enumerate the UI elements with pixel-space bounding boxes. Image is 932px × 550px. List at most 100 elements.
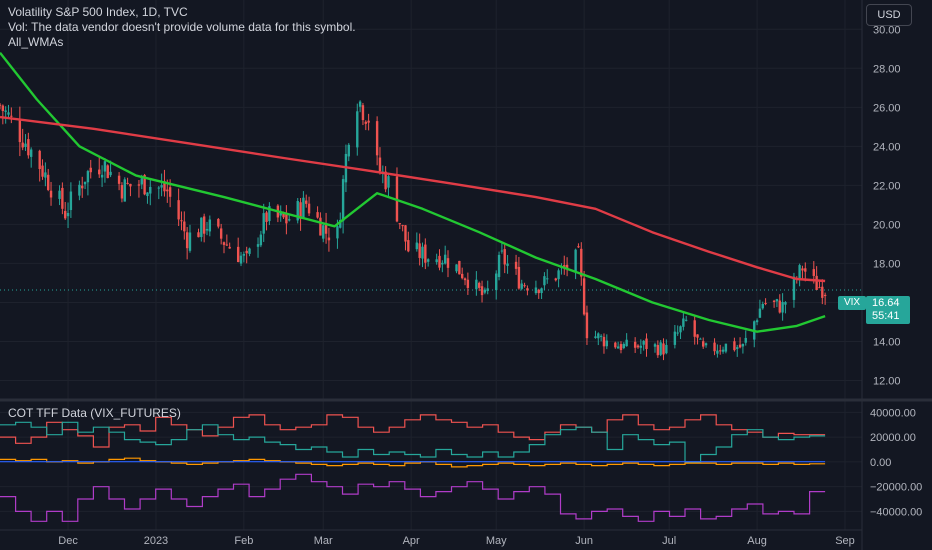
candle-body: [81, 185, 84, 189]
candle-body: [696, 334, 699, 338]
chart-title[interactable]: Volatility S&P 500 Index, 1D, TVC: [8, 5, 188, 19]
candle-body: [781, 301, 784, 313]
candle-body: [58, 190, 61, 199]
candle-body: [755, 320, 759, 323]
time-tick-label: Aug: [747, 535, 767, 547]
candle-body: [421, 246, 424, 259]
candle-body: [219, 228, 223, 239]
candle-body: [288, 219, 291, 221]
candle-body: [744, 337, 747, 343]
candle-body: [143, 175, 146, 195]
candle-body: [387, 176, 390, 188]
price-tick-label: 20.00: [873, 219, 901, 231]
candle-body: [546, 278, 549, 280]
candle-body: [599, 335, 603, 337]
candle-body: [812, 269, 815, 276]
candle-body: [242, 253, 246, 256]
candle-body: [679, 326, 682, 333]
candle-body: [557, 270, 560, 280]
candle-body: [265, 212, 268, 222]
lower-panel-title[interactable]: COT TFF Data (VIX_FUTURES): [8, 406, 181, 420]
candle-body: [166, 189, 169, 192]
candle-body: [339, 220, 342, 228]
candle-body: [520, 283, 523, 289]
candle-body: [495, 273, 498, 291]
candle-body: [614, 342, 617, 348]
candle-body: [526, 288, 529, 291]
candle-body: [738, 344, 742, 348]
cot-tick-label: −20000.00: [870, 482, 922, 494]
candle-body: [378, 157, 382, 172]
candle-body: [41, 165, 44, 177]
candle-body: [367, 120, 370, 123]
candle-body: [157, 187, 160, 189]
candle-body: [704, 343, 708, 346]
candle-body: [719, 350, 722, 352]
candle-body: [44, 172, 47, 178]
candle-body: [625, 339, 628, 347]
candle-body: [163, 181, 166, 192]
candle-body: [693, 320, 696, 337]
grid-lines: [0, 0, 862, 530]
candle-body: [83, 181, 87, 185]
candle-body: [565, 264, 569, 269]
candle-body: [443, 254, 447, 264]
candle-body: [426, 259, 430, 262]
candle-body: [18, 120, 22, 143]
candle-body: [724, 343, 728, 352]
candle-body: [262, 213, 265, 234]
indicator-label[interactable]: All_WMAs: [8, 35, 64, 49]
candle-body: [441, 262, 444, 265]
candle-body: [336, 226, 339, 239]
candle-body: [100, 174, 104, 178]
candlestick-series: [0, 100, 827, 361]
candle-body: [168, 187, 172, 197]
candle-body: [197, 232, 200, 238]
currency-button[interactable]: USD: [866, 4, 912, 26]
time-tick-label: May: [486, 535, 507, 547]
candle-body: [146, 192, 149, 197]
candle-body: [282, 212, 285, 218]
candle-body: [302, 197, 305, 218]
candle-body: [24, 143, 27, 147]
wma-long-line: [0, 115, 826, 283]
candle-body: [435, 259, 438, 263]
candle-body: [177, 200, 180, 220]
candle-body: [534, 287, 538, 294]
cot-tick-label: −40000.00: [870, 506, 922, 518]
price-tick-label: 22.00: [873, 180, 901, 192]
candle-body: [480, 286, 484, 296]
candle-body: [404, 225, 407, 242]
candle-body: [633, 341, 637, 348]
candle-body: [821, 286, 824, 298]
candle-body: [540, 288, 543, 294]
candle-body: [582, 278, 586, 315]
candle-body: [361, 105, 365, 121]
candle-body: [61, 187, 64, 209]
candle-body: [778, 300, 781, 313]
candle-body: [316, 212, 319, 218]
candle-body: [137, 184, 141, 186]
candle-body: [662, 343, 665, 355]
candle-body: [407, 240, 410, 252]
candle-body: [656, 345, 660, 356]
candle-body: [10, 115, 13, 117]
candle-body: [804, 268, 807, 272]
candle-body: [149, 186, 152, 194]
time-tick-label: Dec: [58, 535, 78, 547]
cot-green-line: [0, 421, 826, 463]
wma-lines: [0, 51, 826, 333]
volume-note: Vol: The data vendor doesn't provide vol…: [8, 20, 356, 34]
price-tick-label: 12.00: [873, 375, 901, 387]
candle-body: [64, 210, 67, 219]
candle-body: [256, 244, 260, 247]
candle-body: [327, 237, 331, 241]
candle-body: [279, 211, 282, 216]
candle-body: [375, 121, 379, 156]
candle-body: [455, 264, 458, 272]
candle-body: [639, 345, 643, 348]
symbol-badge: VIX: [838, 296, 866, 310]
candle-body: [341, 179, 345, 222]
